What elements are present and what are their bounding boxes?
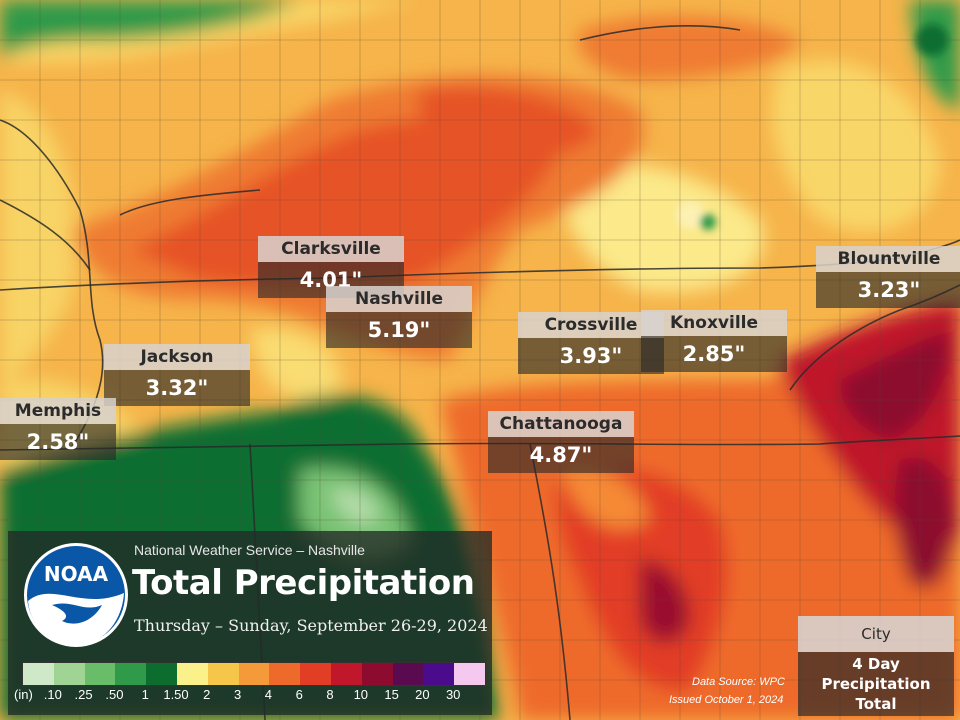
city-precip-value: 2.85" bbox=[641, 336, 787, 372]
precip-color-scale bbox=[22, 662, 486, 686]
scale-swatch bbox=[84, 663, 116, 685]
title-legend-panel: NOAA National Weather Service – Nashvill… bbox=[8, 531, 492, 715]
scale-swatch bbox=[269, 663, 301, 685]
scale-label: 15 bbox=[384, 687, 399, 702]
scale-swatch bbox=[454, 663, 485, 685]
scale-label: 2 bbox=[203, 687, 211, 702]
scale-label: .10 bbox=[43, 687, 62, 702]
scale-labels: .10 .25 .50 1 1.50 2 3 4 6 8 10 15 20 30 bbox=[8, 687, 492, 705]
scale-label: 1 bbox=[141, 687, 149, 702]
scale-swatch bbox=[392, 663, 424, 685]
scale-label: 8 bbox=[326, 687, 334, 702]
city-name: Memphis bbox=[0, 398, 116, 424]
scale-label: 1.50 bbox=[163, 687, 189, 702]
scale-swatch bbox=[361, 663, 393, 685]
data-source: Data Source: WPC bbox=[692, 676, 785, 688]
city-box-nashville: Nashville 5.19" bbox=[326, 286, 472, 348]
city-box-crossville: Crossville 3.93" bbox=[518, 312, 664, 374]
city-precip-value: 3.23" bbox=[816, 272, 960, 308]
scale-label: 6 bbox=[295, 687, 303, 702]
scale-swatch bbox=[23, 663, 54, 685]
product-title: Total Precipitation bbox=[132, 563, 475, 603]
city-name: Jackson bbox=[104, 344, 250, 370]
scale-swatch bbox=[207, 663, 239, 685]
office-name: National Weather Service – Nashville bbox=[134, 542, 365, 558]
scale-swatch bbox=[146, 663, 177, 685]
scale-swatch bbox=[115, 663, 147, 685]
city-name: Crossville bbox=[518, 312, 664, 338]
city-box-clarksville: Clarksville 4.01" bbox=[258, 236, 404, 298]
city-precip-value: 5.19" bbox=[326, 312, 472, 348]
city-precip-value: 2.58" bbox=[0, 424, 116, 460]
scale-label: 10 bbox=[353, 687, 369, 702]
city-name: Knoxville bbox=[641, 310, 787, 336]
city-box-blountville: Blountville 3.23" bbox=[816, 246, 960, 308]
scale-label: .50 bbox=[105, 687, 124, 702]
scale-label: .25 bbox=[74, 687, 93, 702]
legend-key-box: City 4 Day Precipitation Total bbox=[798, 616, 954, 716]
scale-swatch bbox=[176, 663, 208, 685]
issued-date: Issued October 1, 2024 bbox=[669, 694, 784, 706]
scale-label: 4 bbox=[264, 687, 273, 702]
city-precip-value: 3.93" bbox=[518, 338, 664, 374]
city-precip-value: 3.32" bbox=[104, 370, 250, 406]
date-range: Thursday – Sunday, September 26-29, 2024 bbox=[134, 616, 488, 635]
city-box-jackson: Jackson 3.32" bbox=[104, 344, 250, 406]
scale-label: 3 bbox=[233, 687, 242, 702]
scale-swatch bbox=[238, 663, 270, 685]
city-name: Clarksville bbox=[258, 236, 404, 262]
city-box-memphis: Memphis 2.58" bbox=[0, 398, 116, 460]
city-name: Nashville bbox=[326, 286, 472, 312]
noaa-logo: NOAA bbox=[24, 543, 128, 647]
noaa-logo-text: NOAA bbox=[44, 562, 109, 586]
scale-label: 20 bbox=[415, 687, 430, 702]
city-box-chattanooga: Chattanooga 4.87" bbox=[488, 411, 634, 473]
city-name: Blountville bbox=[816, 246, 960, 272]
city-box-knoxville: Knoxville 2.85" bbox=[641, 310, 787, 372]
key-city-label: City bbox=[798, 616, 954, 652]
city-precip-value: 4.01" bbox=[258, 262, 404, 298]
scale-swatch bbox=[330, 663, 362, 685]
scale-swatch bbox=[53, 663, 85, 685]
city-precip-value: 4.87" bbox=[488, 437, 634, 473]
scale-swatch bbox=[300, 663, 331, 685]
key-value-label: 4 Day Precipitation Total bbox=[798, 652, 954, 716]
units-label: (in) bbox=[14, 687, 33, 702]
city-name: Chattanooga bbox=[488, 411, 634, 437]
scale-label: 30 bbox=[445, 687, 461, 702]
scale-swatch bbox=[423, 663, 455, 685]
